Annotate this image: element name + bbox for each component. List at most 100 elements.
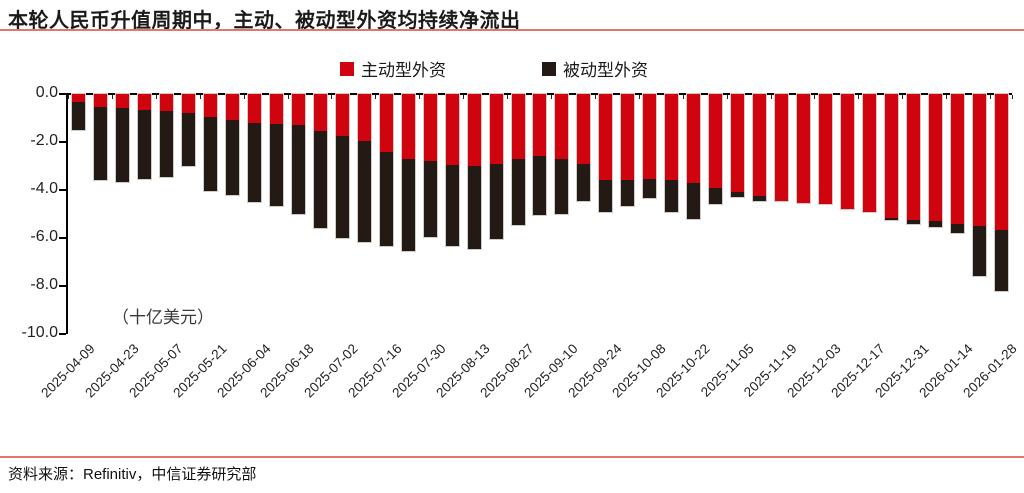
bar-slot [705,92,727,206]
stacked-bar-2025-05-21 [203,92,219,193]
x-tick-mark [990,95,992,99]
stacked-bar-2025-07-30 [422,93,438,238]
y-tick-label: -4.0 [30,180,58,197]
bar-slot [529,92,551,217]
active-segment [950,94,964,224]
y-tick-label: -8.0 [30,276,58,293]
x-tick-mark [814,95,816,99]
bar-slot [244,93,266,203]
active-segment [204,94,218,117]
bar-slot [924,92,946,229]
passive-segment [182,113,196,166]
bar-slot [683,93,705,220]
passive-segment [138,109,152,180]
stacked-bar-2025-06-04 [247,93,263,203]
stacked-bar-2025-09-24 [598,93,614,213]
bar-slot [858,93,880,213]
passive-segment [401,158,415,252]
bar-slot [353,93,375,243]
active-series-swatch-icon [340,61,354,76]
bar-slot [309,92,331,230]
stacked-bar-2025-05-14 [181,93,197,167]
bar-slot [375,92,397,248]
stacked-bar-2025-10-15 [664,93,680,213]
y-tick-mark [59,189,66,191]
bar-slot [639,92,661,200]
bar-plot-area [68,92,1012,354]
passive-segment [928,221,942,228]
bar-slot [573,93,595,202]
bar-slot [749,93,771,202]
passive-segment [467,166,481,249]
active-segment [906,94,920,220]
stacked-bar-2025-11-12 [752,93,768,202]
source-text: 资料来源：Refinitiv，中信证券研究部 [8,466,257,483]
passive-segment [709,187,723,205]
legend-item-active: 主动型外资 [340,56,446,81]
x-tick-mark [594,95,596,99]
x-tick-mark [550,95,552,99]
active-segment [884,94,898,218]
stacked-bar-2025-07-09 [356,93,372,243]
legend: 主动型外资 被动型外资 [340,56,648,81]
y-tick-label: -10.0 [21,324,58,341]
passive-segment [445,164,459,247]
stacked-bar-2025-04-09 [71,93,87,131]
bar-slot [331,93,353,239]
stacked-bar-2025-05-07 [159,93,175,178]
passive-segment [379,151,393,247]
passive-segment [555,158,569,214]
active-segment [599,94,613,181]
bar-slot [946,92,968,235]
active-segment [731,94,745,193]
passive-segment [753,196,767,201]
bar-slot [661,93,683,213]
passive-segment [577,163,591,201]
passive-segment [72,102,86,130]
stacked-bar-2025-11-05 [730,92,746,199]
active-segment [511,94,525,159]
bar-slot [397,92,419,253]
bar-slot [617,93,639,207]
passive-segment [423,161,437,237]
active-segment [182,94,196,114]
passive-segment [489,163,503,240]
source-divider [0,456,1024,458]
passive-segment [270,124,284,206]
active-segment [401,94,415,159]
active-segment [467,94,481,166]
passive-segment [906,220,920,224]
x-tick-mark [331,95,333,99]
active-segment [292,94,305,126]
stacked-bar-2025-07-23 [400,92,416,253]
stacked-bar-2025-09-03 [532,92,548,217]
y-tick-mark [59,93,66,95]
active-segment [533,94,547,157]
bar-slot [134,92,156,181]
passive-segment [643,179,657,199]
active-segment [709,94,723,188]
x-tick-mark [946,95,948,99]
passive-segment [357,140,371,242]
active-segment [116,94,130,109]
stacked-bar-2025-12-24 [883,93,899,221]
stacked-bar-2025-06-18 [291,93,306,215]
stacked-bar-2025-12-03 [817,92,833,206]
active-segment [818,94,832,205]
bar-slot [727,92,749,199]
bar-slot [507,93,529,226]
y-tick-mark [59,285,66,287]
bar-slot [771,93,793,202]
title-divider [0,29,1024,31]
passive-segment [599,180,613,212]
passive-segment [116,108,130,182]
active-segment [357,94,371,141]
legend-item-passive: 被动型外资 [542,56,648,81]
x-tick-mark [463,95,465,99]
bar-slot [814,92,836,206]
bar-slot [551,93,573,215]
passive-segment [621,180,635,206]
stacked-bar-2025-06-25 [312,92,328,230]
stacked-bar-2025-04-30 [137,92,153,181]
bar-slot [156,93,178,178]
